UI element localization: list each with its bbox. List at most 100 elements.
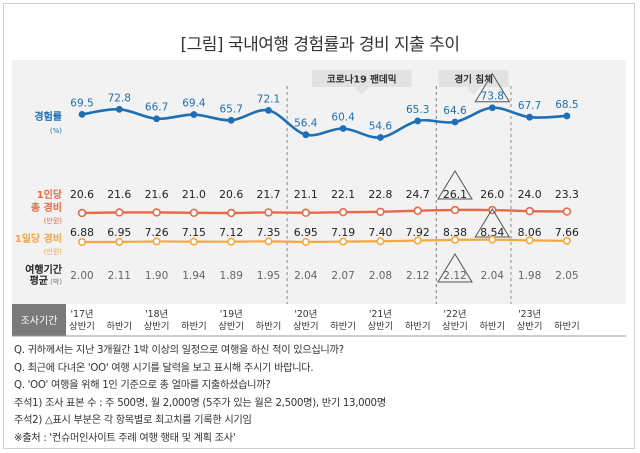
data-label-period: 1.94 [182, 270, 206, 282]
data-label-total: 23.3 [555, 188, 579, 201]
data-label-period: 2.00 [70, 270, 93, 282]
data-point-exp [265, 106, 272, 114]
data-label-exp: 64.6 [443, 105, 467, 117]
data-label-exp: 69.5 [70, 97, 93, 109]
data-label-exp: 65.3 [406, 104, 429, 116]
plot-background [12, 60, 626, 304]
x-tick-label: '23년 상반기 [517, 309, 543, 332]
data-label-total: 20.6 [70, 188, 94, 201]
period-header-label: 조사기간 [21, 315, 58, 327]
data-label-total: 26.0 [480, 188, 504, 201]
period-row [12, 304, 626, 336]
data-label-daily: 8.54 [480, 226, 504, 239]
data-point-exp [526, 113, 533, 121]
x-tick-label: 하반기 [554, 321, 580, 332]
data-label-period: 2.08 [369, 270, 392, 282]
data-point-daily [189, 237, 198, 246]
data-label-total: 22.1 [331, 188, 355, 201]
data-point-total [189, 208, 199, 217]
data-point-total [525, 206, 534, 216]
series-unit: (박) [50, 277, 62, 286]
data-label-exp: 54.6 [369, 121, 393, 133]
data-point-exp [153, 115, 161, 123]
series-label: 여행기간 [25, 263, 63, 276]
x-tick-label: 하반기 [256, 321, 282, 332]
data-label-period: 2.12 [406, 270, 429, 282]
max-marker-triangle [437, 253, 473, 283]
x-tick-label: '22년 상반기 [442, 309, 468, 332]
data-point-daily [488, 235, 497, 244]
data-label-daily: 7.40 [368, 226, 392, 239]
data-label-total: 24.7 [406, 188, 430, 201]
data-point-daily [525, 236, 534, 245]
data-point-total [77, 208, 87, 218]
data-label-exp: 56.4 [294, 118, 318, 130]
x-tick-label: '17년 상반기 [69, 309, 95, 332]
data-label-daily: 7.19 [331, 226, 355, 239]
annotation-pointer [466, 87, 481, 95]
series-label: 평균 [30, 274, 48, 287]
data-point-exp [563, 112, 571, 120]
data-label-exp: 66.7 [145, 102, 168, 114]
period-header-cell [12, 304, 66, 336]
data-point-exp [115, 105, 123, 113]
note-q3: Q. 'OO' 여행을 위해 1인 기준으로 총 얼마를 지출하셨습니까? [14, 380, 271, 392]
data-label-period: 1.98 [518, 270, 541, 282]
data-label-period: 2.11 [108, 270, 131, 282]
data-point-exp [488, 104, 496, 112]
annotation-label: 코로나19 팬데믹 [327, 74, 397, 86]
data-point-exp [339, 125, 347, 132]
data-point-daily [115, 237, 124, 246]
series-label: 경험률 [34, 110, 62, 123]
x-tick-label: 하반기 [181, 321, 207, 332]
data-label-daily: 6.95 [107, 226, 131, 239]
data-label-daily: 7.12 [219, 226, 243, 239]
data-label-total: 21.0 [182, 188, 206, 201]
data-point-daily [562, 236, 571, 245]
data-label-period: 2.05 [555, 270, 578, 282]
data-label-total: 21.7 [256, 188, 280, 201]
annotation-tag [312, 70, 412, 87]
data-point-total [413, 206, 422, 215]
data-point-exp [414, 117, 422, 125]
data-point-exp [451, 118, 459, 126]
data-label-daily: 8.38 [443, 226, 467, 239]
x-tick-label: '21년 상반기 [368, 309, 394, 332]
series-unit: (만원) [44, 247, 63, 256]
data-point-daily [152, 237, 161, 246]
data-point-total [264, 208, 273, 217]
data-label-daily: 6.88 [70, 226, 94, 239]
note-footnote-2: 주석2) △표시 부분은 각 항목별로 최고치를 기록한 시기임 [14, 415, 252, 427]
annotation-label: 경기 침체 [454, 74, 493, 86]
data-label-total: 21.6 [107, 188, 131, 201]
data-label-period: 2.12 [443, 270, 466, 282]
data-label-daily: 7.35 [256, 226, 280, 239]
data-point-exp [377, 134, 384, 141]
data-point-exp [302, 131, 310, 139]
data-label-exp: 68.5 [555, 99, 578, 111]
data-label-total: 24.0 [518, 188, 542, 201]
data-label-period: 1.95 [257, 270, 280, 282]
data-label-daily: 7.66 [555, 226, 579, 239]
series-unit: (만원) [44, 216, 63, 225]
notes: Q. 귀하께서는 지난 3개월간 1박 이상의 일정으로 여행을 하신 적이 있… [14, 342, 624, 448]
data-label-period: 1.89 [220, 270, 243, 282]
x-tick-label: '20년 상반기 [293, 309, 319, 332]
data-point-total [376, 207, 385, 216]
data-label-daily: 6.95 [294, 226, 318, 239]
note-q1: Q. 귀하께서는 지난 3개월간 1박 이상의 일정으로 여행을 하신 적이 있… [14, 345, 344, 356]
data-point-total [338, 207, 348, 217]
data-point-total [115, 208, 124, 217]
figure-frame [3, 3, 635, 449]
data-point-daily [339, 237, 348, 246]
data-label-exp: 67.7 [518, 100, 541, 112]
x-tick-label: '18년 상반기 [144, 309, 170, 332]
data-label-exp: 60.4 [331, 112, 355, 124]
data-label-exp: 65.7 [220, 103, 243, 115]
data-label-daily: 7.92 [406, 226, 430, 239]
data-label-period: 2.04 [294, 270, 318, 282]
data-point-daily [227, 237, 236, 246]
max-marker-triangle [474, 72, 511, 103]
series-label: 1인당 [37, 188, 63, 201]
